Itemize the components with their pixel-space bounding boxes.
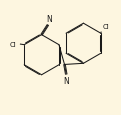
Text: Cl: Cl <box>10 41 17 47</box>
Text: Cl: Cl <box>102 24 109 30</box>
Text: N: N <box>64 77 69 86</box>
Text: N: N <box>46 15 52 24</box>
